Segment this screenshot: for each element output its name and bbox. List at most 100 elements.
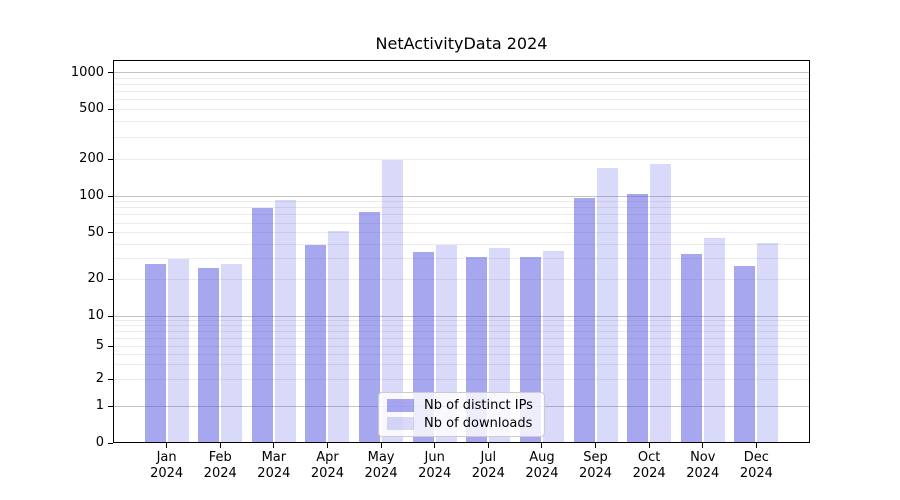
bar-nov-distinct-ips <box>680 253 702 443</box>
gridline-minor <box>113 158 810 160</box>
y-tick-mark <box>108 345 113 347</box>
bar-may-downloads <box>382 160 404 443</box>
legend-swatch-downloads <box>387 416 414 430</box>
legend-item-downloads: Nb of downloads <box>387 416 536 431</box>
y-tick-label: 20 <box>87 271 104 287</box>
y-tick-label: 200 <box>79 151 104 167</box>
bar-feb-distinct-ips <box>198 267 220 443</box>
gridline-minor <box>113 320 810 322</box>
bar-oct-distinct-ips <box>627 194 649 443</box>
gridline-minor <box>113 330 810 332</box>
y-tick-label: 50 <box>87 224 104 240</box>
y-tick-mark <box>108 405 113 407</box>
gridline-minor <box>113 325 810 327</box>
y-tick-mark <box>108 232 113 234</box>
gridline-major <box>113 72 810 74</box>
legend: Nb of distinct IPs Nb of downloads <box>378 392 545 437</box>
x-tick-label-mar: Mar 2024 <box>257 450 291 481</box>
gridline-minor <box>113 337 810 339</box>
gridline-minor <box>113 77 810 79</box>
gridline-major <box>113 195 810 197</box>
y-tick-mark <box>108 108 113 110</box>
bar-aug-downloads <box>542 250 564 443</box>
y-tick-label: 0 <box>95 435 104 450</box>
x-tick-mark <box>648 443 650 448</box>
gridline-minor <box>113 222 810 224</box>
gridline-minor <box>113 345 810 347</box>
bar-apr-distinct-ips <box>305 245 327 443</box>
x-tick-label-nov: Nov 2024 <box>686 450 720 481</box>
gridline-minor <box>113 364 810 366</box>
y-tick-mark <box>108 315 113 317</box>
x-tick-label-jan: Jan 2024 <box>150 450 184 481</box>
y-tick-mark <box>108 442 113 444</box>
gridline-minor <box>113 91 810 93</box>
bar-sep-downloads <box>596 167 618 443</box>
x-tick-label-apr: Apr 2024 <box>310 450 344 481</box>
y-tick-label: 500 <box>79 101 104 117</box>
gridline-minor <box>113 201 810 203</box>
x-tick-mark <box>219 443 221 448</box>
bar-mar-distinct-ips <box>251 207 273 443</box>
bar-apr-downloads <box>328 230 350 443</box>
x-tick-mark <box>755 443 757 448</box>
legend-label-downloads: Nb of downloads <box>424 415 533 431</box>
x-tick-label-sep: Sep 2024 <box>578 450 613 481</box>
gridline-minor <box>113 214 810 216</box>
bar-nov-downloads <box>703 238 725 443</box>
gridline-minor <box>113 243 810 245</box>
y-tick-label: 5 <box>95 338 104 353</box>
bar-may-distinct-ips <box>359 211 381 443</box>
gridline-minor <box>113 99 810 101</box>
y-tick-mark <box>108 72 113 74</box>
gridline-minor <box>113 136 810 138</box>
x-tick-label-dec: Dec 2024 <box>739 450 773 481</box>
y-tick-mark <box>108 195 113 197</box>
x-tick-mark <box>702 443 704 448</box>
gridline-minor <box>113 83 810 85</box>
y-tick-label: 2 <box>95 371 104 387</box>
bar-feb-downloads <box>221 264 243 443</box>
y-tick-mark <box>108 378 113 380</box>
x-tick-label-jul: Jul 2024 <box>471 450 505 481</box>
x-tick-label-feb: Feb 2024 <box>203 450 237 481</box>
x-tick-mark <box>273 443 275 448</box>
gridline-minor <box>113 278 810 280</box>
bar-jan-distinct-ips <box>144 264 166 443</box>
bar-jan-downloads <box>167 258 189 443</box>
legend-swatch-distinct-ips <box>387 399 414 413</box>
x-tick-label-aug: Aug 2024 <box>525 450 559 481</box>
legend-label-distinct-ips: Nb of distinct IPs <box>424 398 533 414</box>
y-tick-mark <box>108 278 113 280</box>
gridline-minor <box>113 232 810 234</box>
x-tick-mark <box>487 443 489 448</box>
x-tick-mark <box>380 443 382 448</box>
x-tick-mark <box>434 443 436 448</box>
x-tick-mark <box>595 443 597 448</box>
x-tick-mark <box>326 443 328 448</box>
gridline-minor <box>113 378 810 380</box>
bar-dec-distinct-ips <box>734 265 756 443</box>
bar-oct-downloads <box>650 164 672 443</box>
gridline-minor <box>113 108 810 110</box>
y-tick-mark <box>108 158 113 160</box>
bar-mar-downloads <box>274 199 296 443</box>
chart-title: NetActivityData 2024 <box>375 34 548 53</box>
bar-sep-distinct-ips <box>573 198 595 443</box>
y-tick-label: 1000 <box>70 64 104 80</box>
y-tick-label: 10 <box>87 308 104 323</box>
y-tick-label: 1 <box>95 398 104 413</box>
x-tick-mark <box>541 443 543 448</box>
gridline-major <box>113 315 810 317</box>
gridline-minor <box>113 120 810 122</box>
x-tick-label-jun: Jun 2024 <box>418 450 452 481</box>
x-tick-label-oct: Oct 2024 <box>632 450 666 481</box>
y-tick-label: 100 <box>79 188 104 203</box>
bar-dec-downloads <box>757 242 779 443</box>
x-tick-mark <box>166 443 168 448</box>
legend-item-distinct-ips: Nb of distinct IPs <box>387 398 536 413</box>
plot-area <box>113 60 810 443</box>
gridline-minor <box>113 207 810 209</box>
gridline-minor <box>113 353 810 355</box>
